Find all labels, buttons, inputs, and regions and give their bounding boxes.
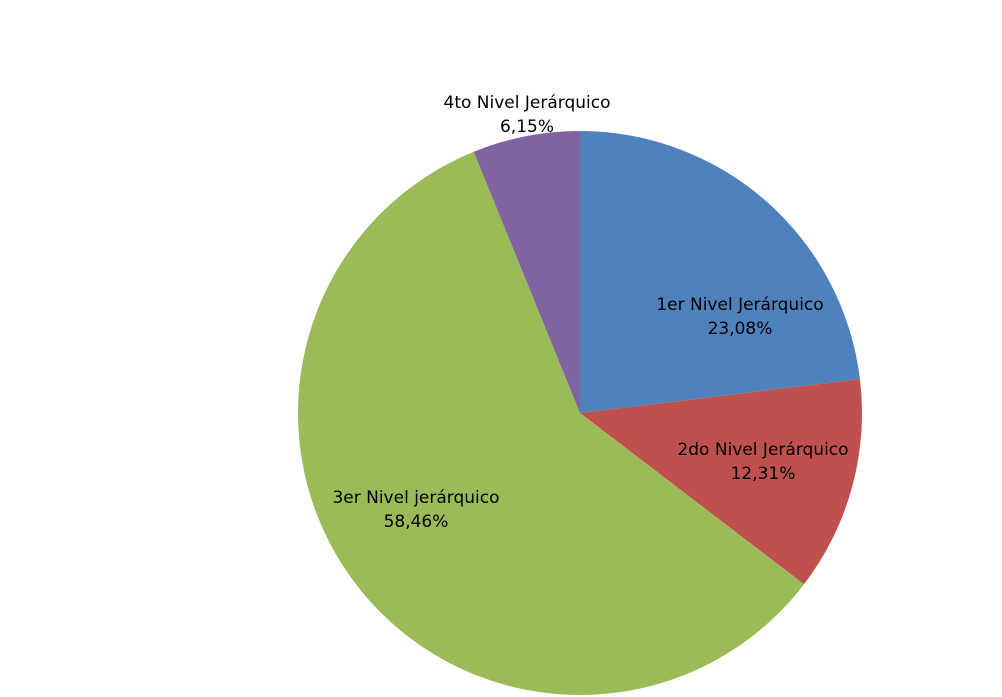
pie-slice-1 xyxy=(580,131,860,413)
pie-slice-2 xyxy=(580,379,862,585)
slice-category-label: 3er Nivel jerárquico xyxy=(332,488,499,508)
slice-label-3: 3er Nivel jerárquico 58,46% xyxy=(332,488,499,532)
slice-label-2: 2do Nivel Jerárquico 12,31% xyxy=(677,440,848,484)
pie-slice-4 xyxy=(473,131,580,413)
pie-slice-3 xyxy=(298,151,805,695)
slice-percent-label: 12,31% xyxy=(731,464,796,484)
slice-category-label: 4to Nivel Jerárquico xyxy=(444,93,611,113)
slice-label-1: 1er Nivel Jerárquico 23,08% xyxy=(656,295,823,339)
slice-percent-label: 6,15% xyxy=(500,117,554,137)
slice-labels: 1er Nivel Jerárquico 23,08% 2do Nivel Jerá… xyxy=(332,93,848,532)
pie-slices xyxy=(298,131,862,695)
slice-percent-label: 23,08% xyxy=(708,319,773,339)
slice-label-4: 4to Nivel Jerárquico 6,15% xyxy=(444,93,611,137)
slice-category-label: 2do Nivel Jerárquico xyxy=(677,440,848,460)
slice-percent-label: 58,46% xyxy=(384,512,449,532)
slice-category-label: 1er Nivel Jerárquico xyxy=(656,295,823,315)
